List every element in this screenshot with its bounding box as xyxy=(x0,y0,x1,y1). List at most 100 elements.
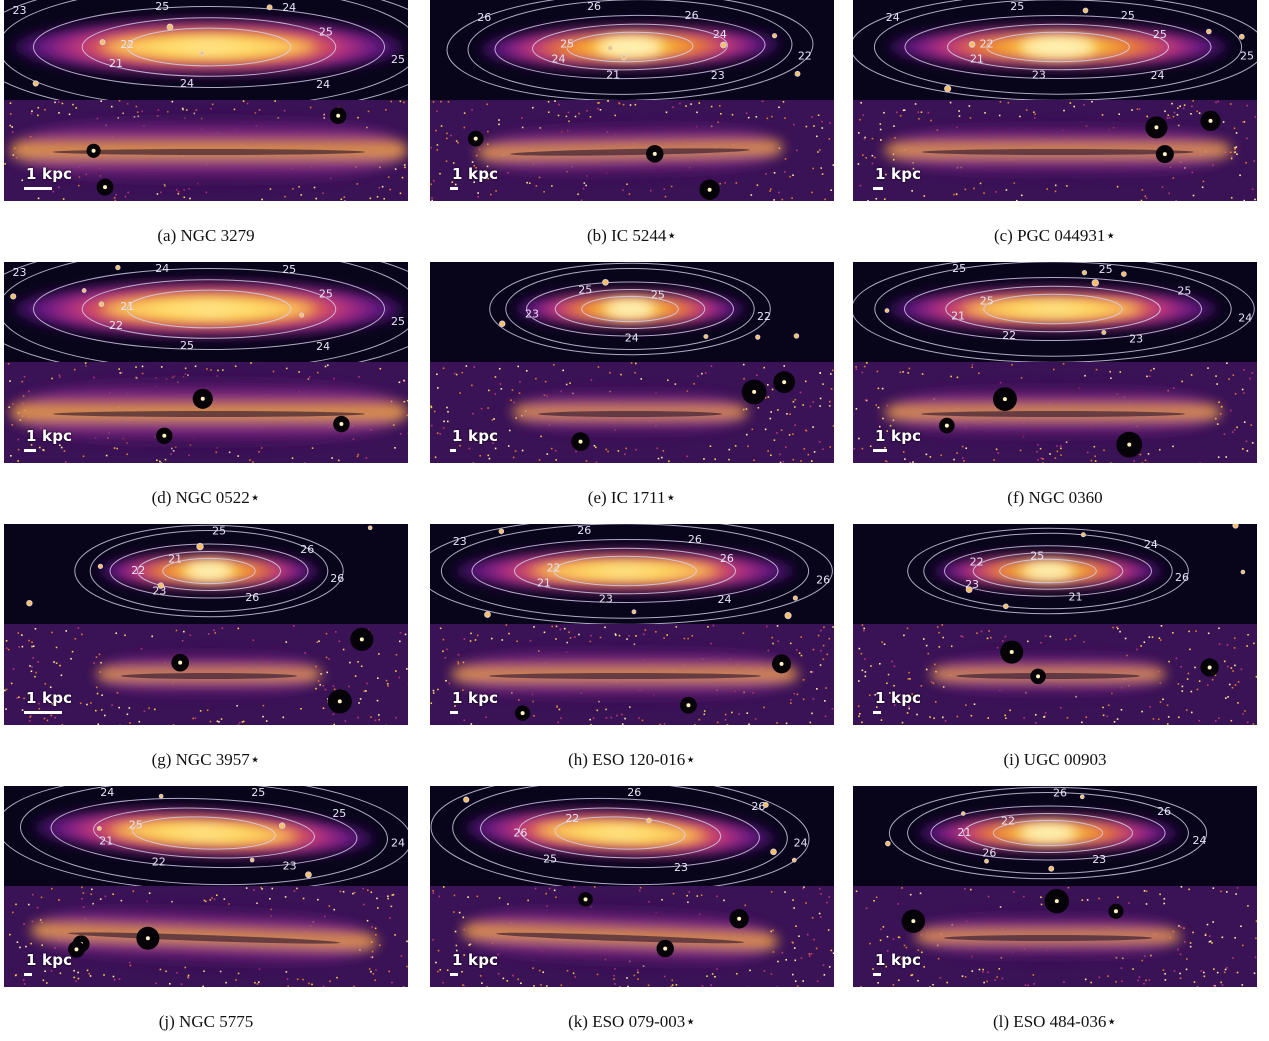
star xyxy=(1232,524,1239,529)
residual-map xyxy=(853,624,1257,725)
scale-bar xyxy=(873,973,881,976)
surface-brightness-map: 24 23 22 21 25 25 25 25 xyxy=(853,262,1257,363)
contour-level-label: 24 xyxy=(391,837,405,850)
star xyxy=(1079,794,1085,800)
isophote-contour xyxy=(126,289,292,329)
residual-map xyxy=(853,362,1257,463)
contour-level-label: 26 xyxy=(751,800,765,813)
figure-panel: 24 23 26 21 22 26 26 1 kpc (l) ESO 484-036⋆ xyxy=(853,786,1257,1031)
contour-level-label: 22 xyxy=(757,310,771,323)
contour-level-label: 23 xyxy=(12,4,26,17)
galaxy-image-graphic: 24 23 22 21 25 25 25 25 xyxy=(853,262,1257,463)
star xyxy=(944,85,952,93)
galaxy-image: 26 24 23 21 22 23 26 26 26 1 kpc xyxy=(430,524,834,725)
galaxy-image: 26 21 23 22 25 24 1 kpc xyxy=(853,524,1257,725)
contour-level-label: 24 xyxy=(1193,834,1207,847)
contour-level-label: 24 xyxy=(794,837,808,850)
galaxy-image: 24 23 22 21 25 24 25 25 1 kpc xyxy=(4,786,408,987)
panel-caption: (h) ESO 120-016⋆ xyxy=(568,750,696,769)
figure-panel: 24 23 22 21 25 25 25 25 1 kpc (f) NGC 0360 xyxy=(853,262,1257,507)
isophote-contour xyxy=(526,281,734,337)
contour-level-label: 25 xyxy=(543,853,557,866)
star xyxy=(770,848,777,856)
surface-brightness-map: 24 23 26 21 22 26 26 xyxy=(853,786,1257,886)
residual-map xyxy=(430,624,834,725)
contour-level-label: 25 xyxy=(155,0,169,13)
contour-level-label: 22 xyxy=(152,856,166,869)
residual-map xyxy=(430,362,834,463)
contour-level-label: 21 xyxy=(537,576,551,589)
figure-panel: 22 23 21 24 25 26 26 26 24 1 kpc (b) IC 5244⋆ xyxy=(430,0,834,245)
scale-bar-label: 1 kpc xyxy=(875,427,922,445)
contour-level-label: 23 xyxy=(12,266,26,279)
star xyxy=(968,41,976,48)
figure-panel: 22 24 23 25 25 1 kpc (e) IC 1711⋆ xyxy=(430,262,834,507)
star xyxy=(498,528,505,535)
scale-bar xyxy=(873,187,883,190)
contour-level-label: 26 xyxy=(330,572,344,585)
contour-level-label: 25 xyxy=(251,786,265,799)
contour-level-label: 24 xyxy=(316,78,330,91)
residual-map xyxy=(853,100,1257,201)
star xyxy=(166,23,174,31)
star xyxy=(755,334,761,340)
surface-brightness-map: 22 24 23 25 25 xyxy=(430,262,834,362)
contour-level-label: 21 xyxy=(1069,590,1083,603)
isophote-contour xyxy=(505,268,755,350)
isophote-contour xyxy=(873,0,1243,95)
star xyxy=(305,871,312,879)
isophote-contour xyxy=(923,532,1173,610)
star xyxy=(484,611,491,618)
panel-caption: (e) IC 1711⋆ xyxy=(587,488,677,507)
contour-level-label: 21 xyxy=(120,300,134,313)
galaxy-image-graphic: 24 23 26 21 22 26 26 xyxy=(853,786,1257,987)
contour-level-label: 25 xyxy=(1240,50,1254,63)
galaxy-image: 24 23 26 21 22 26 26 1 kpc xyxy=(853,786,1257,987)
surface-brightness-map: 25 24 25 22 21 23 24 25 25 xyxy=(4,262,408,379)
scale-bar xyxy=(24,187,52,190)
figure-panel: 26 26 23 22 21 25 26 1 kpc (g) NGC 3957⋆ xyxy=(4,524,408,769)
contour-level-label: 22 xyxy=(970,556,984,569)
contour-level-label: 23 xyxy=(674,861,688,874)
isophote-contour xyxy=(554,816,686,850)
contour-level-label: 26 xyxy=(685,9,699,22)
isophote-contour xyxy=(553,555,697,587)
contour-level-label: 21 xyxy=(606,68,620,81)
isophote-contour xyxy=(532,23,728,71)
star xyxy=(720,41,727,49)
contour-level-label: 25 xyxy=(391,53,405,66)
star xyxy=(771,33,778,39)
isophote-contour xyxy=(89,530,329,612)
isophote-contour xyxy=(983,293,1123,325)
isophote-contour xyxy=(945,285,1161,333)
contour-level-label: 22 xyxy=(1001,814,1015,827)
scale-bar-label: 1 kpc xyxy=(452,689,499,707)
residual-map xyxy=(430,100,834,201)
star xyxy=(499,320,506,328)
contour-level-label: 23 xyxy=(1092,853,1106,866)
contour-level-label: 23 xyxy=(1129,332,1143,345)
star xyxy=(299,312,305,318)
isophote-contour xyxy=(162,557,256,585)
star xyxy=(1048,865,1055,872)
star xyxy=(266,4,273,11)
contour-level-label: 24 xyxy=(282,1,296,14)
star xyxy=(884,308,890,313)
star xyxy=(784,612,792,620)
star xyxy=(960,811,966,816)
isophote-contour xyxy=(874,262,1232,357)
isophote-contour xyxy=(480,797,760,869)
contour-level-label: 23 xyxy=(525,308,539,321)
galaxy-image: 25 24 23 21 22 24 25 25 25 1 kpc xyxy=(853,0,1257,201)
scale-bar-label: 1 kpc xyxy=(26,689,73,707)
contour-level-label: 24 xyxy=(1144,538,1158,551)
contour-level-label: 25 xyxy=(578,283,592,296)
star xyxy=(157,582,165,589)
scale-bar-label: 1 kpc xyxy=(875,951,922,969)
star xyxy=(99,39,106,46)
contour-level-label: 25 xyxy=(391,315,405,328)
scale-bar-label: 1 kpc xyxy=(875,165,922,183)
